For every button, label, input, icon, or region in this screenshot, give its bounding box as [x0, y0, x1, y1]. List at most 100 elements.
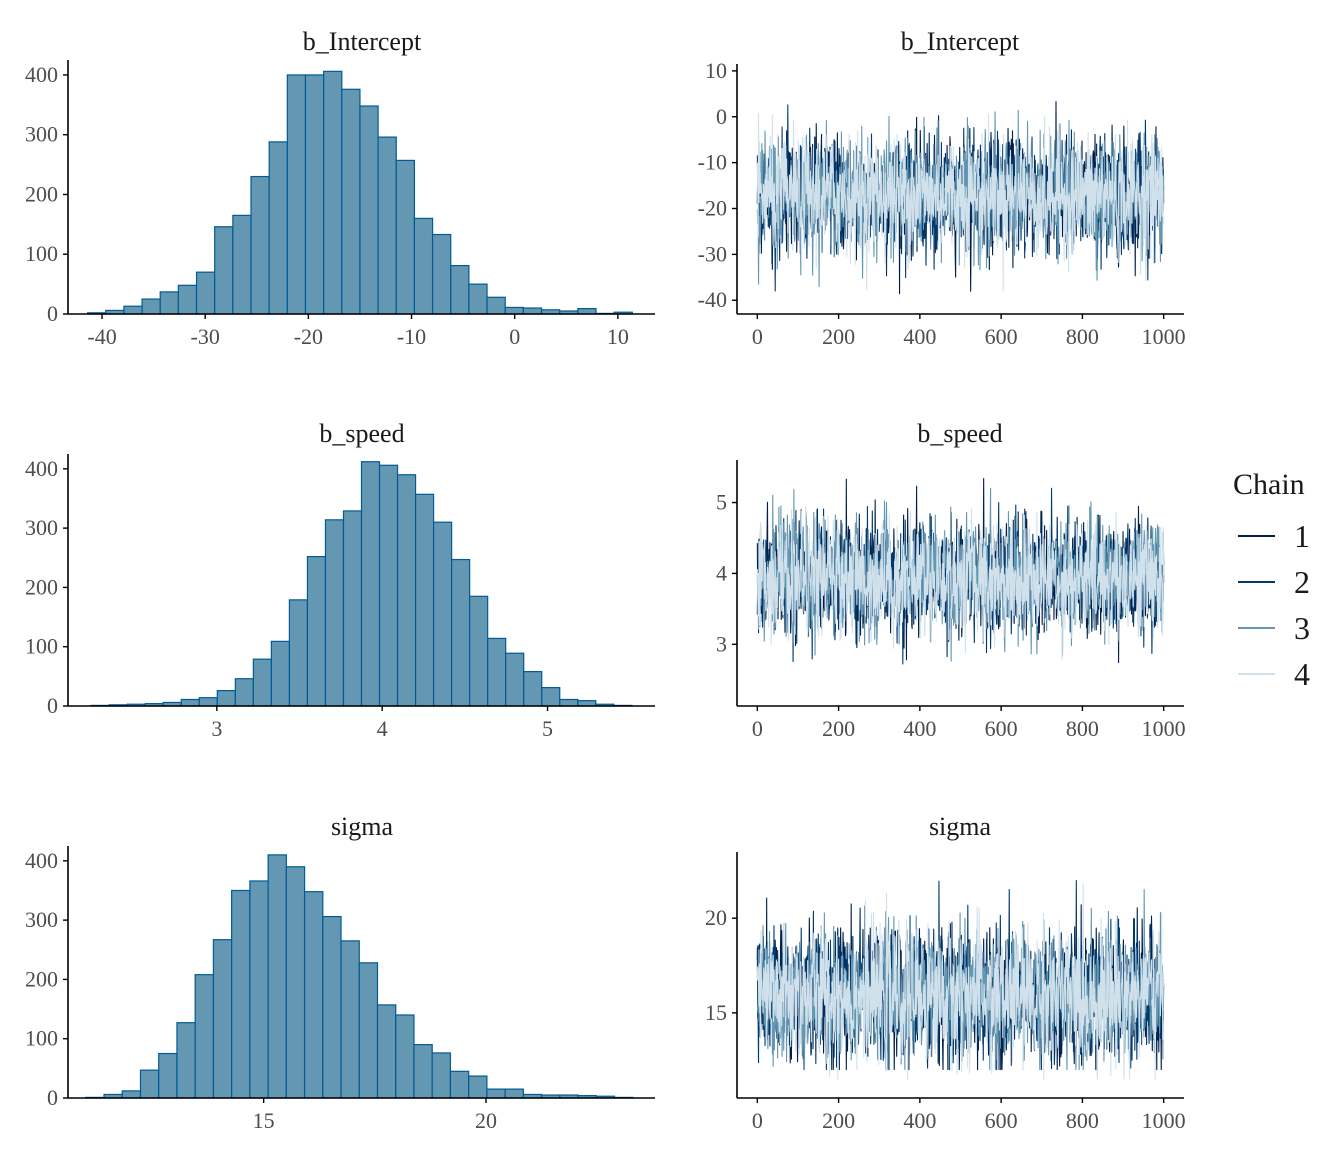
x-tick-label: 800	[1066, 1108, 1099, 1133]
histogram-bar	[468, 283, 488, 315]
trace-lines	[756, 101, 1165, 295]
histogram-bars	[85, 854, 634, 1099]
histogram-bar	[522, 307, 543, 315]
histogram-bar	[376, 1004, 397, 1099]
y-tick-label: 100	[25, 634, 58, 659]
x-tick-label: 0	[509, 324, 520, 349]
panel-title: b_speed	[917, 419, 1002, 448]
y-tick-label: 100	[25, 1026, 58, 1051]
histogram-bar	[270, 640, 291, 707]
x-tick-label: 0	[752, 324, 763, 349]
histogram-bar	[288, 599, 309, 707]
x-tick-label: -40	[87, 324, 116, 349]
histogram-bar	[359, 105, 379, 315]
panel-3: b_speed 0 100 200 300 400 3 4 5	[25, 419, 655, 741]
histogram-bar	[322, 915, 342, 1099]
x-tick-label: 3	[211, 716, 222, 741]
y-tick-label: 200	[25, 181, 58, 206]
x-tick-label: 800	[1066, 324, 1099, 349]
histogram-bar	[250, 175, 270, 315]
panel-5: sigma 0 100 200 300 400 15 20	[25, 812, 655, 1133]
y-tick-label: 0	[716, 104, 727, 129]
histogram-bar	[268, 141, 288, 315]
panel-1: b_Intercept 0 100 200 300 400 -40 -30 -20 -10 0 10	[25, 27, 655, 349]
histogram-bar	[139, 1069, 160, 1099]
histogram-bar	[469, 595, 489, 707]
y-tick-label: 10	[705, 58, 727, 83]
y-tick-label: 300	[25, 122, 58, 147]
histogram-bar	[487, 637, 507, 707]
histogram-bars	[87, 70, 633, 315]
histogram-bar	[414, 493, 435, 707]
histogram-bar	[176, 1022, 196, 1099]
y-tick-label: 15	[705, 1000, 727, 1025]
y-tick-label: 200	[25, 966, 58, 991]
histogram-bar	[541, 687, 561, 707]
histogram-bar	[486, 1088, 506, 1099]
histogram-bar	[267, 854, 287, 1099]
histogram-bar	[231, 889, 251, 1099]
x-tick-label: 0	[752, 716, 763, 741]
legend-label-chain-3: 3	[1294, 610, 1310, 646]
y-tick-label: 400	[25, 848, 58, 873]
y-tick-label: 0	[47, 1085, 58, 1110]
y-tick-label: -20	[698, 195, 727, 220]
histogram-bar	[505, 652, 525, 707]
legend: Chain 1 2 3 4	[1233, 468, 1310, 692]
x-tick-label: 0	[752, 1108, 763, 1133]
x-tick-label: 4	[377, 716, 388, 741]
histogram-bars	[90, 461, 633, 707]
histogram-bar	[341, 88, 361, 315]
histogram-bar	[303, 891, 324, 1099]
panel-title: sigma	[331, 812, 394, 841]
histogram-bar	[195, 271, 216, 315]
histogram-bar	[214, 226, 234, 315]
legend-items: 1 2 3 4	[1238, 518, 1310, 692]
x-tick-label: -20	[294, 324, 323, 349]
trace-chain-4	[756, 112, 1165, 292]
histogram-bar	[378, 464, 399, 707]
histogram-bar	[486, 296, 506, 315]
y-tick-label: -10	[698, 150, 727, 175]
histogram-bar	[396, 474, 417, 707]
panel-title: b_Intercept	[901, 27, 1020, 56]
legend-title: Chain	[1233, 468, 1305, 501]
y-tick-label: 200	[25, 574, 58, 599]
histogram-bar	[468, 1075, 488, 1099]
histogram-bar	[285, 866, 306, 1099]
y-tick-label: 400	[25, 62, 58, 87]
histogram-bar	[234, 678, 254, 707]
histogram-bar	[360, 461, 381, 707]
histogram-bar	[577, 700, 597, 707]
histogram-bar	[395, 1014, 415, 1099]
histogram-bar	[577, 308, 597, 315]
histogram-bar	[413, 217, 434, 315]
x-tick-label: 400	[903, 1108, 936, 1133]
trace-chain-4	[756, 506, 1165, 660]
x-tick-label: 600	[985, 1108, 1018, 1133]
histogram-bar	[232, 214, 252, 315]
x-tick-label: 600	[985, 324, 1018, 349]
x-tick-label: 5	[542, 716, 553, 741]
y-tick-label: -40	[698, 287, 727, 312]
x-tick-label: 800	[1066, 716, 1099, 741]
histogram-bar	[158, 1052, 178, 1099]
histogram-bar	[123, 305, 143, 315]
legend-label-chain-2: 2	[1294, 564, 1310, 600]
y-tick-label: 100	[25, 241, 58, 266]
histogram-bar	[159, 291, 179, 315]
histogram-bar	[340, 940, 360, 1099]
histogram-bar	[180, 698, 200, 707]
histogram-bar	[432, 521, 453, 707]
histogram-bar	[431, 1052, 452, 1099]
x-tick-label: 200	[822, 716, 855, 741]
histogram-bar	[121, 1090, 142, 1099]
x-tick-label: 1000	[1142, 1108, 1186, 1133]
x-tick-label: 600	[985, 716, 1018, 741]
y-tick-label: 5	[716, 490, 727, 515]
y-tick-label: 0	[47, 693, 58, 718]
y-tick-label: 300	[25, 907, 58, 932]
y-tick-label: 3	[716, 631, 727, 656]
